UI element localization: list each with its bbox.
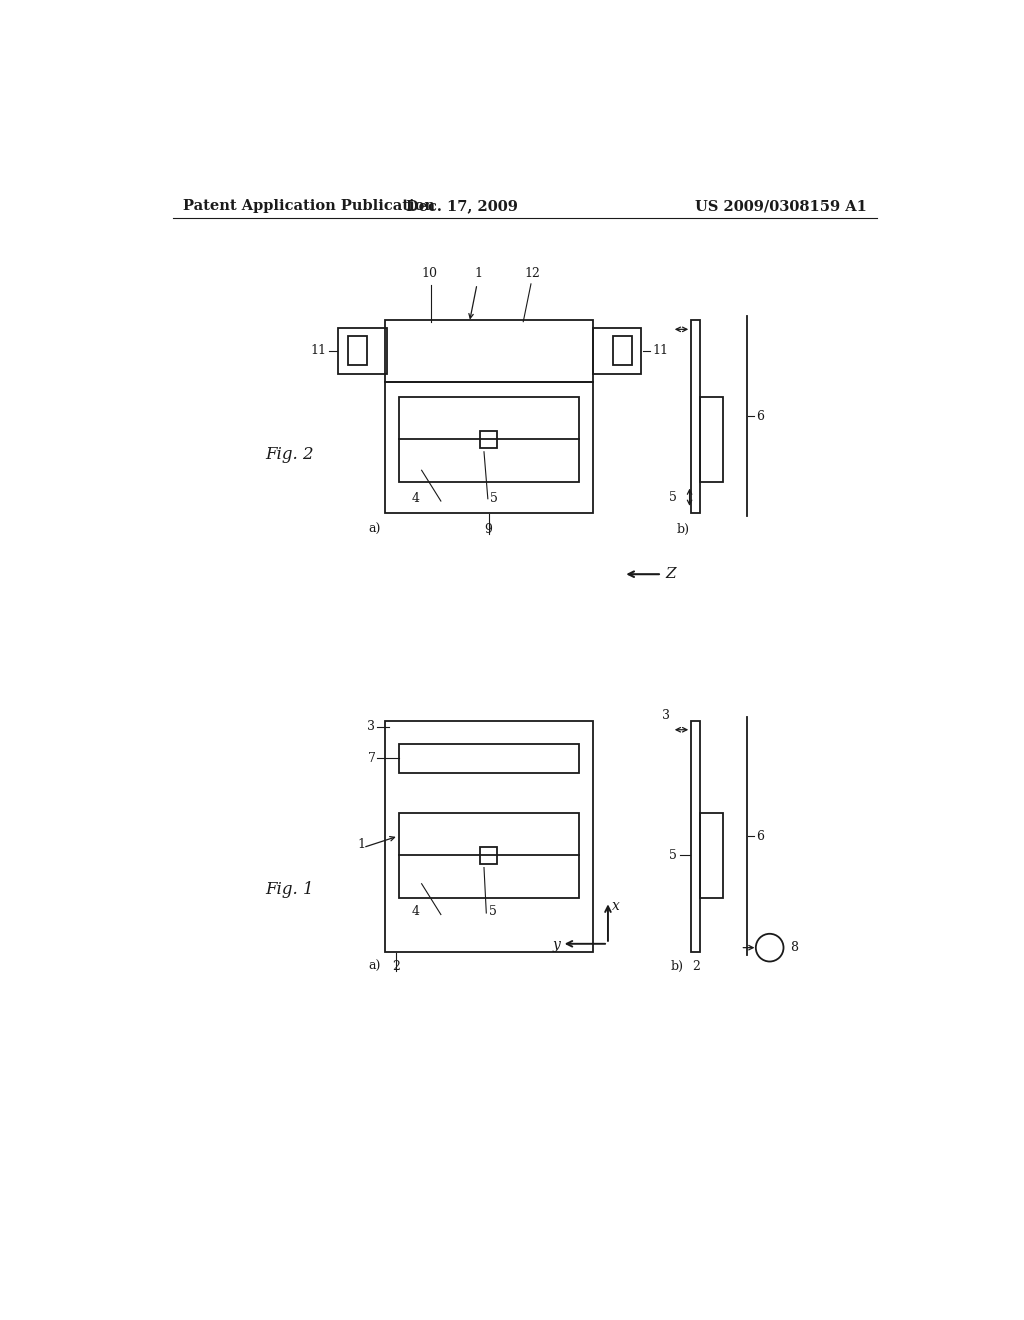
Text: Fig. 1: Fig. 1 [265, 882, 314, 899]
Text: 7: 7 [368, 751, 376, 764]
Bar [339, 327, 387, 374]
Text: US 2009/0308159 A1: US 2009/0308159 A1 [695, 199, 866, 213]
Text: Fig. 2: Fig. 2 [265, 446, 314, 463]
Text: 4: 4 [412, 492, 420, 506]
Text: 1: 1 [474, 267, 482, 280]
Bar [691, 321, 700, 512]
Text: Dec. 17, 2009: Dec. 17, 2009 [406, 199, 517, 213]
Text: 5: 5 [488, 906, 497, 919]
Text: 8: 8 [790, 941, 798, 954]
Bar [385, 721, 593, 952]
Bar [398, 397, 579, 482]
Bar [480, 430, 497, 447]
Text: 9: 9 [484, 523, 493, 536]
Bar [348, 335, 367, 364]
Bar [700, 813, 724, 898]
Bar [385, 321, 593, 381]
Text: y: y [552, 937, 560, 952]
Text: 4: 4 [412, 906, 420, 919]
Text: 12: 12 [524, 267, 541, 280]
Text: 3: 3 [662, 709, 670, 722]
Bar [700, 397, 724, 482]
Text: Patent Application Publication: Patent Application Publication [183, 199, 435, 213]
Text: Z: Z [665, 568, 676, 581]
Text: 5: 5 [670, 849, 677, 862]
Text: 2: 2 [392, 960, 400, 973]
Bar [385, 381, 593, 512]
Text: 11: 11 [311, 345, 327, 358]
Text: 6: 6 [756, 409, 764, 422]
Text: 11: 11 [652, 345, 669, 358]
Text: 5: 5 [670, 491, 677, 504]
Bar [398, 813, 579, 898]
Bar [593, 327, 641, 374]
Text: a): a) [369, 960, 381, 973]
Bar [612, 335, 632, 364]
Text: 6: 6 [756, 829, 764, 842]
Text: 2: 2 [692, 960, 699, 973]
Text: x: x [611, 899, 620, 913]
Text: b): b) [677, 523, 690, 536]
Bar [398, 743, 579, 774]
Text: a): a) [369, 523, 381, 536]
Text: 5: 5 [490, 492, 498, 506]
Text: b): b) [671, 960, 683, 973]
Text: 3: 3 [368, 721, 376, 733]
Text: 1: 1 [357, 838, 366, 851]
Bar [691, 721, 700, 952]
Text: 10: 10 [421, 267, 437, 280]
Bar [480, 847, 497, 863]
